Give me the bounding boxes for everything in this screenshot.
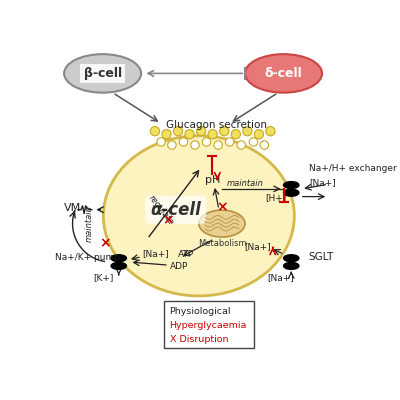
Circle shape <box>202 138 211 146</box>
Ellipse shape <box>111 262 126 269</box>
Circle shape <box>260 141 268 149</box>
Text: ADP: ADP <box>170 262 189 271</box>
Circle shape <box>162 130 171 139</box>
Ellipse shape <box>64 54 141 93</box>
Text: Metabolism: Metabolism <box>198 239 246 248</box>
Circle shape <box>266 126 275 136</box>
Text: pH: pH <box>205 176 220 186</box>
Text: [Na+]: [Na+] <box>142 249 169 258</box>
Ellipse shape <box>245 54 322 93</box>
Text: Hyperglycaemia: Hyperglycaemia <box>170 321 247 330</box>
Text: regulate: regulate <box>147 193 176 226</box>
Ellipse shape <box>284 255 299 262</box>
Text: [Na+]: [Na+] <box>267 273 294 282</box>
FancyBboxPatch shape <box>164 301 254 348</box>
Text: Na+/K+ pump: Na+/K+ pump <box>55 253 120 262</box>
Text: ATP: ATP <box>178 250 194 259</box>
Circle shape <box>231 130 240 139</box>
Ellipse shape <box>103 136 294 296</box>
Text: X Disruption: X Disruption <box>170 334 228 344</box>
Circle shape <box>208 130 217 139</box>
Text: [K+]: [K+] <box>93 273 114 282</box>
Circle shape <box>254 130 264 139</box>
Circle shape <box>249 138 258 146</box>
Text: ×: × <box>162 214 174 228</box>
Text: α-cell: α-cell <box>150 201 201 219</box>
Ellipse shape <box>284 182 299 188</box>
Text: VM: VM <box>64 203 81 213</box>
Circle shape <box>243 126 252 136</box>
Circle shape <box>237 141 246 149</box>
Circle shape <box>196 126 206 136</box>
Text: [Na+]: [Na+] <box>244 242 271 251</box>
Text: maintain: maintain <box>227 179 264 188</box>
Circle shape <box>226 138 234 146</box>
Circle shape <box>168 141 176 149</box>
Text: [H+]: [H+] <box>265 193 286 202</box>
Text: ×: × <box>99 236 111 250</box>
Circle shape <box>157 138 165 146</box>
Circle shape <box>185 130 194 139</box>
Text: ×: × <box>216 200 228 214</box>
Ellipse shape <box>111 255 126 262</box>
Text: Na+/H+ exchanger: Na+/H+ exchanger <box>309 164 397 173</box>
Ellipse shape <box>199 210 245 237</box>
Circle shape <box>191 141 199 149</box>
Text: [Na+]: [Na+] <box>309 178 336 187</box>
Text: SGLT: SGLT <box>308 252 334 262</box>
Text: maintain: maintain <box>85 205 94 242</box>
Circle shape <box>150 126 160 136</box>
Text: δ-cell: δ-cell <box>265 67 302 80</box>
Text: Glucagon secretion: Glucagon secretion <box>166 120 267 130</box>
Circle shape <box>220 126 229 136</box>
Circle shape <box>179 138 188 146</box>
Ellipse shape <box>284 189 299 196</box>
Circle shape <box>214 141 222 149</box>
Circle shape <box>174 126 183 136</box>
Text: Physiological: Physiological <box>170 307 231 316</box>
Ellipse shape <box>284 262 299 269</box>
Text: β-cell: β-cell <box>84 67 122 80</box>
